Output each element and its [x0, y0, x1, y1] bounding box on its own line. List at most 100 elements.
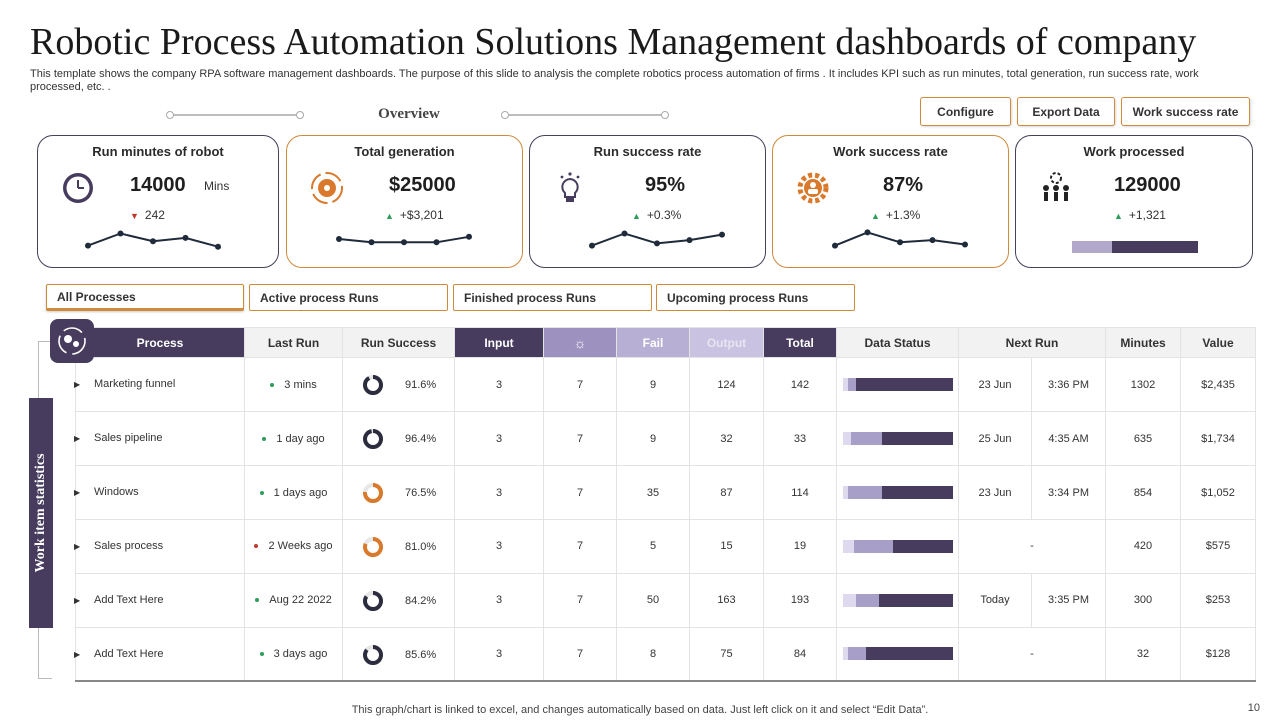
process-name-cell[interactable]: ▶ Sales pipeline	[74, 411, 245, 466]
value-cell: $128	[1180, 626, 1256, 682]
kpi-title: Total generation	[354, 144, 455, 159]
total-cell: 193	[763, 572, 837, 628]
last-run-value: 3 days ago	[273, 647, 328, 660]
status-seg-mid	[851, 432, 883, 445]
minutes-cell: 635	[1105, 411, 1181, 466]
tab-upcoming-process-runs[interactable]: Upcoming process Runs	[656, 284, 855, 311]
col-header-settings: ☼	[543, 327, 617, 358]
sparkline-point	[929, 237, 936, 244]
run-success-value: 96.4%	[405, 433, 437, 445]
status-seg-light	[842, 539, 854, 553]
sparkline-point	[336, 236, 342, 242]
fail-cell: 5	[616, 519, 690, 574]
kpi-card-work-success-rate: Work success rate 87% ▲ +1.3%	[772, 135, 1009, 268]
expand-arrow-icon[interactable]: ▶	[74, 488, 81, 497]
trend-up-icon: ▲	[871, 211, 880, 221]
kpi-card-run-success-rate: Run success rate 95% ▲ +0.3%	[529, 135, 766, 268]
process-name-cell[interactable]: ▶ Windows	[74, 465, 245, 520]
value-cell: $1,052	[1180, 465, 1256, 520]
sparkline-point	[589, 242, 595, 249]
settings-col-cell: 7	[543, 357, 617, 412]
export-data-button[interactable]: Export Data	[1017, 97, 1115, 126]
minutes-cell: 854	[1105, 465, 1181, 520]
configure-button[interactable]: Configure	[920, 97, 1011, 126]
input-cell: 3	[454, 572, 544, 628]
work-item-statistics-label: Work item statistics	[29, 398, 53, 628]
output-cell: 87	[689, 465, 764, 520]
status-dot-icon	[259, 490, 264, 495]
success-ring	[363, 429, 383, 449]
col-header-last-run: Last Run	[244, 327, 343, 358]
kpi-title: Work success rate	[833, 144, 948, 159]
kpi-value: 95%	[645, 174, 686, 196]
next-run-date: 23 Jun	[959, 358, 1032, 411]
expand-arrow-icon[interactable]: ▶	[74, 542, 81, 551]
kpi-title: Run minutes of robot	[92, 144, 224, 159]
tab-finished-process-runs[interactable]: Finished process Runs	[453, 284, 652, 311]
sparkline-point	[466, 233, 472, 240]
progress-fill	[1072, 241, 1113, 253]
input-cell: 3	[454, 411, 544, 466]
kpi-delta: ▲ +1,321	[1114, 208, 1166, 222]
col-header-minutes: Minutes	[1105, 327, 1181, 358]
data-status-cell	[836, 465, 959, 520]
data-status-bar	[842, 432, 953, 445]
table-row[interactable]: ▶ Windows 1 days ago 76.5% 3 7 35 87 114 23 Jun 3:…	[74, 465, 1256, 520]
tab-all-processes[interactable]: All Processes	[46, 284, 244, 311]
kpi-card-total-generation: Total generation $25000 ▲ +$3,201	[286, 135, 523, 268]
kpi-delta: ▲ +$3,201	[385, 208, 444, 222]
last-run-value: 2 Weeks ago	[268, 540, 333, 553]
table-row[interactable]: ▶ Sales process 2 Weeks ago 81.0% 3 7 5 15 19 -42…	[74, 519, 1256, 574]
sparkline-point	[150, 238, 156, 245]
output-cell: 32	[689, 411, 764, 466]
expand-arrow-icon[interactable]: ▶	[74, 380, 81, 389]
run-success-cell: 76.5%	[342, 465, 455, 520]
value-cell: $575	[1180, 519, 1256, 574]
kpi-delta-value: 242	[144, 208, 165, 222]
overview-divider-left	[170, 114, 300, 116]
overview-divider-dot	[661, 111, 669, 119]
process-name-cell[interactable]: ▶ Add Text Here	[74, 572, 245, 628]
value-cell: $2,435	[1180, 357, 1256, 412]
status-dot-icon	[254, 544, 259, 549]
table-row[interactable]: ▶ Sales pipeline 1 day ago 96.4% 3 7 9 32 33 25 J…	[74, 411, 1256, 466]
output-cell: 75	[689, 626, 764, 682]
expand-arrow-icon[interactable]: ▶	[74, 649, 81, 659]
last-run-cell: 2 Weeks ago	[244, 519, 343, 574]
table-row[interactable]: ▶ Add Text Here 3 days ago 85.6% 3 7 8 75 84 -32 $…	[74, 626, 1256, 682]
expand-arrow-icon[interactable]: ▶	[74, 434, 81, 443]
process-name-cell[interactable]: ▶ Marketing funnel	[74, 357, 245, 412]
sparkline-point	[686, 237, 693, 244]
next-run-cell: Today 3:35 PM	[958, 572, 1106, 628]
settings-col-cell: 7	[543, 411, 617, 466]
settings-col-cell: 7	[543, 465, 617, 520]
process-table: Process Last Run Run Success Input ☼ Fai…	[74, 327, 1256, 682]
status-dot-icon	[255, 598, 260, 603]
kpi-sparkline	[832, 229, 968, 249]
process-name-cell[interactable]: ▶ Add Text Here	[74, 626, 245, 682]
overview-divider-dot	[296, 111, 304, 119]
data-status-cell	[836, 519, 959, 574]
kpi-value: 87%	[883, 174, 924, 196]
page-number: 10	[1247, 702, 1260, 714]
work-success-rate-button[interactable]: Work success rate	[1121, 97, 1250, 126]
clock-icon	[63, 173, 93, 203]
table-row[interactable]: ▶ Marketing funnel 3 mins 91.6% 3 7 9 124 142 23 …	[74, 357, 1256, 412]
status-seg-light	[842, 593, 856, 607]
status-seg-mid	[855, 593, 879, 607]
process-name-cell[interactable]: ▶ Sales process	[74, 519, 245, 574]
input-cell: 3	[454, 357, 544, 412]
kpi-sparkline	[336, 233, 472, 246]
trend-up-icon: ▲	[385, 211, 394, 221]
table-row[interactable]: ▶ Add Text Here Aug 22 2022 84.2% 3 7 50 163 193…	[74, 572, 1256, 628]
next-run-cell: 25 Jun 4:35 AM	[958, 411, 1106, 466]
col-header-next-run: Next Run	[958, 327, 1106, 358]
next-run-time: 3:36 PM	[1048, 378, 1089, 391]
run-success-cell: 84.2%	[342, 572, 455, 628]
tab-active-process-runs[interactable]: Active process Runs	[249, 284, 448, 311]
expand-arrow-icon[interactable]: ▶	[74, 595, 81, 605]
success-ring	[363, 483, 383, 503]
data-status-bar	[842, 647, 953, 660]
process-name: Add Text Here	[94, 593, 164, 606]
col-header-run-success: Run Success	[342, 327, 455, 358]
